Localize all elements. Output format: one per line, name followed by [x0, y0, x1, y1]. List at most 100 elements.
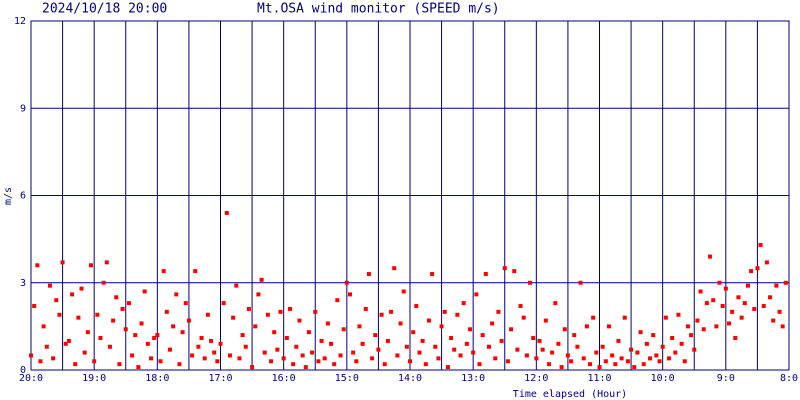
point	[430, 272, 435, 277]
point	[666, 356, 671, 361]
timestamp: 2024/10/18 20:00	[42, 2, 167, 17]
point	[338, 353, 343, 358]
point	[136, 365, 141, 370]
point	[531, 336, 536, 341]
point	[73, 362, 78, 367]
x-tick-label: 18:0	[145, 373, 169, 384]
x-tick-label: 14:0	[398, 373, 422, 384]
x-tick-label: 16:0	[272, 373, 296, 384]
point	[689, 333, 694, 338]
point	[591, 315, 596, 320]
point	[373, 333, 378, 338]
point	[329, 341, 334, 346]
point	[739, 315, 744, 320]
point	[471, 350, 476, 355]
point	[597, 365, 602, 370]
point	[632, 365, 637, 370]
point	[657, 359, 662, 364]
point	[164, 309, 169, 314]
point	[559, 365, 564, 370]
point	[89, 263, 94, 268]
point	[215, 359, 220, 364]
point	[306, 330, 311, 335]
point	[780, 324, 785, 329]
point	[711, 298, 716, 303]
point	[768, 295, 773, 300]
point	[205, 312, 210, 317]
point	[183, 301, 188, 306]
point	[771, 318, 776, 323]
point	[139, 321, 144, 326]
point	[708, 254, 713, 259]
point	[310, 350, 315, 355]
point	[199, 336, 204, 341]
point	[730, 309, 735, 314]
point	[420, 338, 425, 343]
point	[117, 362, 122, 367]
point	[145, 341, 150, 346]
point	[641, 362, 646, 367]
point	[550, 350, 555, 355]
point	[714, 324, 719, 329]
point	[679, 341, 684, 346]
point	[761, 304, 766, 309]
point	[726, 321, 731, 326]
point	[370, 356, 375, 361]
x-tick-label: 17:0	[208, 373, 232, 384]
y-tick-label: 3	[20, 278, 26, 289]
point	[344, 280, 349, 285]
point	[379, 312, 384, 317]
y-tick-label: 9	[20, 103, 26, 114]
point	[509, 327, 514, 332]
point	[565, 353, 570, 358]
x-tick-label: 13:0	[461, 373, 485, 384]
point	[486, 344, 491, 349]
point	[79, 286, 84, 291]
point	[366, 272, 371, 277]
point	[395, 353, 400, 358]
point	[161, 269, 166, 274]
point	[673, 350, 678, 355]
x-tick-label: 15:0	[335, 373, 359, 384]
point	[496, 309, 501, 314]
point	[685, 324, 690, 329]
point	[452, 347, 457, 352]
point	[676, 312, 681, 317]
point	[278, 309, 283, 314]
point	[246, 306, 251, 311]
point	[648, 356, 653, 361]
point	[490, 321, 495, 326]
point	[600, 344, 605, 349]
y-tick-label: 6	[20, 191, 26, 202]
point	[35, 263, 40, 268]
point	[764, 260, 769, 265]
point	[142, 289, 147, 294]
point	[461, 301, 466, 306]
point	[130, 353, 135, 358]
x-tick-label: 11:0	[587, 373, 611, 384]
point	[155, 333, 160, 338]
chart-title: Mt.OSA wind monitor (SPEED m/s)	[257, 2, 500, 17]
point	[783, 280, 788, 285]
point	[250, 365, 255, 370]
point	[95, 312, 100, 317]
point	[209, 338, 214, 343]
point	[120, 306, 125, 311]
y-axis-label: m/s	[3, 187, 14, 205]
point	[101, 280, 106, 285]
point	[76, 315, 81, 320]
point	[186, 318, 191, 323]
point	[300, 353, 305, 358]
point	[635, 350, 640, 355]
point	[253, 324, 258, 329]
point	[256, 292, 261, 297]
x-tick-label: 12:0	[524, 373, 548, 384]
point	[698, 289, 703, 294]
point	[660, 344, 665, 349]
point	[670, 336, 675, 341]
point	[398, 321, 403, 326]
point	[493, 356, 498, 361]
point	[275, 347, 280, 352]
point	[332, 362, 337, 367]
